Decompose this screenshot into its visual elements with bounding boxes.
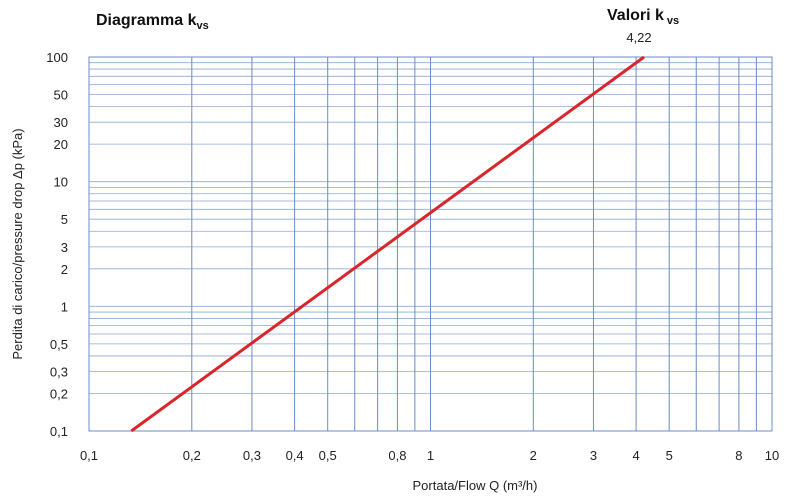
y-axis-title: Perdita di carico/pressure drop Δp (kPa) [10,128,25,359]
x-tick-label: 8 [735,448,742,463]
x-tick-label: 3 [590,448,597,463]
x-tick-label: 0,4 [286,448,304,463]
series-line-kvs [130,55,645,433]
x-tick-label: 2 [530,448,537,463]
vertical-gridlines [88,57,773,431]
y-tick-label: 1 [61,299,68,314]
y-tick-label: 0,2 [50,386,68,401]
y-tick-label: 2 [61,262,68,277]
x-tick-label: 4 [632,448,639,463]
y-tick-label: 0,3 [50,365,68,380]
x-tick-label: 0,3 [243,448,261,463]
x-tick-label: 1 [427,448,434,463]
y-tick-label: 20 [54,137,68,152]
series-lines [130,55,645,433]
plot-frame [88,56,773,432]
y-tick-label: 100 [46,50,68,65]
x-tick-label: 0,8 [388,448,406,463]
x-axis-title: Portata/Flow Q (m³/h) [413,478,538,493]
series-header: Valori k vs [607,7,679,27]
y-tick-label: 0,5 [50,337,68,352]
y-tick-labels: 0,1 0,2 0,3 0,5 1 2 3 5 10 20 30 50 100 [46,50,68,439]
x-tick-label: 0,5 [319,448,337,463]
y-tick-label: 10 [54,175,68,190]
y-tick-label: 3 [61,240,68,255]
chart-title: Diagramma kvs [96,12,209,32]
y-tick-label: 30 [54,115,68,130]
x-tick-label: 5 [666,448,673,463]
y-tick-label: 50 [54,88,68,103]
y-tick-label: 5 [61,212,68,227]
series-label-4-22: 4,22 [626,30,651,45]
x-tick-label: 0,1 [80,448,98,463]
y-tick-label: 0,1 [50,424,68,439]
x-tick-label: 10 [765,448,779,463]
x-tick-labels: 0,1 0,2 0,3 0,4 0,5 0,8 1 2 3 4 5 8 10 [80,448,779,463]
x-tick-label: 0,2 [183,448,201,463]
